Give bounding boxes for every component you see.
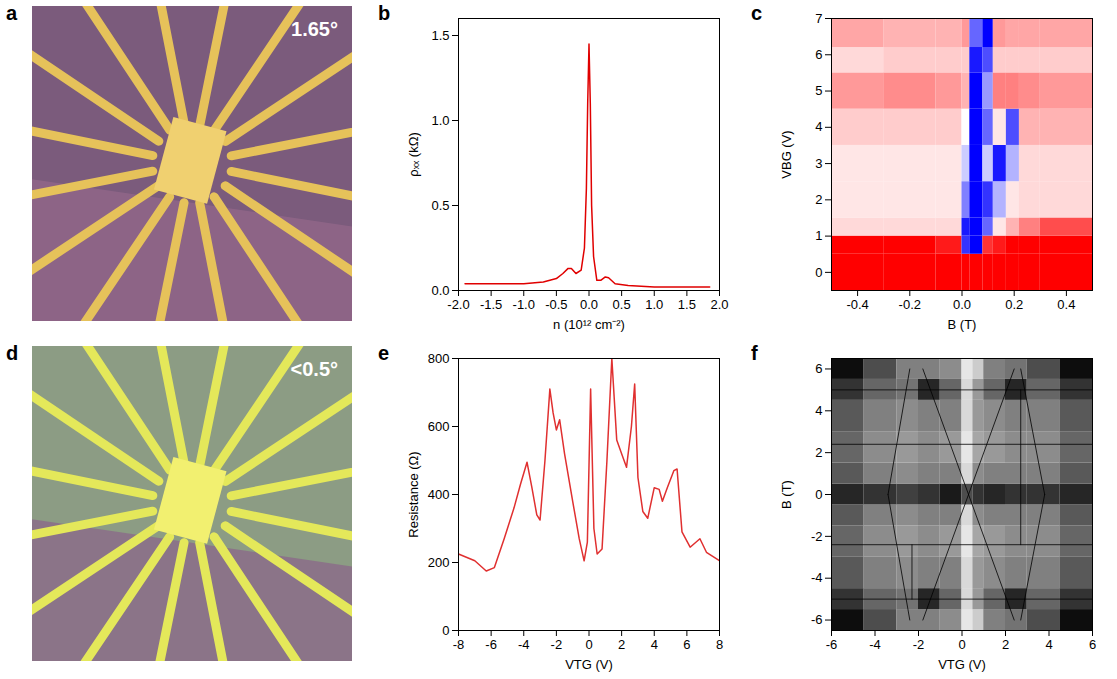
svg-text:VBG (V): VBG (V)	[779, 130, 794, 178]
svg-text:1.5: 1.5	[431, 28, 449, 43]
html-text:a: a	[6, 2, 18, 24]
svg-text:2: 2	[815, 445, 822, 460]
svg-text:-0.4: -0.4	[846, 297, 868, 312]
svg-text:2: 2	[815, 192, 822, 207]
svg-text:1.65°: 1.65°	[291, 18, 338, 40]
svg-text:Resistance (Ω): Resistance (Ω)	[406, 451, 421, 537]
svg-text:-8: -8	[453, 637, 465, 652]
svg-text:6: 6	[683, 637, 690, 652]
svg-text:6: 6	[1089, 637, 1096, 652]
svg-text:2: 2	[1002, 637, 1009, 652]
svg-text:n (10¹² cm⁻²): n (10¹² cm⁻²)	[553, 317, 625, 332]
svg-text:-1.0: -1.0	[513, 297, 535, 312]
svg-text:-1.5: -1.5	[480, 297, 502, 312]
svg-text:-2: -2	[551, 637, 563, 652]
svg-text:0.5: 0.5	[613, 297, 631, 312]
svg-text:0.5: 0.5	[431, 198, 449, 213]
svg-text:5: 5	[815, 83, 822, 98]
svg-text:6: 6	[815, 361, 822, 376]
svg-text:B (T): B (T)	[779, 480, 794, 509]
svg-text:2: 2	[618, 637, 625, 652]
svg-text:0.2: 0.2	[1005, 297, 1023, 312]
svg-text:VTG (V): VTG (V)	[565, 657, 613, 672]
svg-text:0: 0	[815, 265, 822, 280]
svg-text:8: 8	[716, 637, 723, 652]
svg-text:4: 4	[651, 637, 658, 652]
svg-text:4: 4	[815, 403, 822, 418]
svg-text:-4: -4	[518, 637, 530, 652]
html-text:c: c	[751, 2, 763, 24]
svg-text:B (T): B (T)	[948, 317, 977, 332]
svg-text:200: 200	[428, 555, 450, 570]
html-text:d: d	[6, 342, 19, 364]
svg-text:600: 600	[428, 419, 450, 434]
svg-text:1.0: 1.0	[645, 297, 663, 312]
html-text:e: e	[378, 342, 390, 364]
svg-text:0.4: 0.4	[1057, 297, 1075, 312]
svg-text:0: 0	[585, 637, 592, 652]
html-text:f: f	[751, 342, 758, 364]
svg-text:-4: -4	[869, 637, 881, 652]
svg-text:0: 0	[815, 487, 822, 502]
svg-text:7: 7	[815, 11, 822, 26]
svg-text:400: 400	[428, 487, 450, 502]
svg-text:-6: -6	[811, 612, 823, 627]
svg-text:6: 6	[815, 47, 822, 62]
svg-text:0: 0	[958, 637, 965, 652]
svg-text:-4: -4	[811, 570, 823, 585]
svg-text:2.0: 2.0	[710, 297, 728, 312]
svg-text:3: 3	[815, 156, 822, 171]
svg-text:-2: -2	[913, 637, 925, 652]
html-text:b: b	[378, 2, 391, 24]
svg-text:1.0: 1.0	[431, 113, 449, 128]
svg-text:ρₓₓ (kΩ): ρₓₓ (kΩ)	[406, 132, 421, 176]
svg-text:-2: -2	[811, 529, 823, 544]
svg-text:4: 4	[1045, 637, 1052, 652]
svg-text:800: 800	[428, 351, 450, 366]
svg-text:-6: -6	[485, 637, 497, 652]
svg-text:0: 0	[442, 623, 449, 638]
svg-text:4: 4	[815, 119, 822, 134]
svg-text:1: 1	[815, 228, 822, 243]
svg-text:VTG (V): VTG (V)	[938, 657, 986, 672]
svg-text:1.5: 1.5	[678, 297, 696, 312]
svg-text:-2.0: -2.0	[447, 297, 469, 312]
svg-text:-6: -6	[826, 637, 838, 652]
svg-text:0.0: 0.0	[580, 297, 598, 312]
svg-text:-0.5: -0.5	[545, 297, 567, 312]
svg-text:0.0: 0.0	[431, 283, 449, 298]
svg-text:0.0: 0.0	[953, 297, 971, 312]
svg-text:-0.2: -0.2	[899, 297, 921, 312]
svg-text:<0.5°: <0.5°	[291, 358, 338, 380]
